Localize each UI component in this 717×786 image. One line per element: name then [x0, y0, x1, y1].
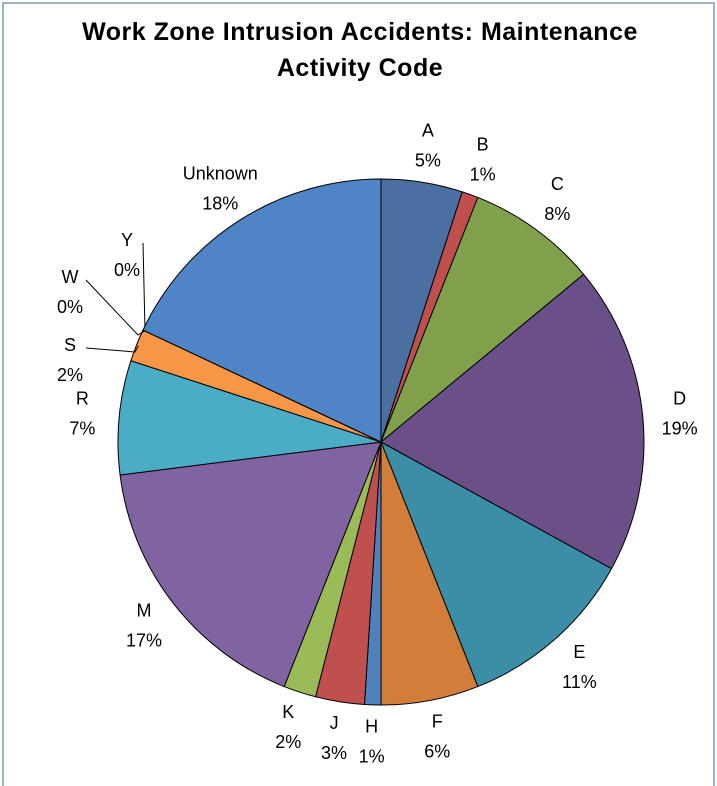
slice-value-label: 7% [69, 419, 95, 439]
pie-slice [142, 178, 382, 443]
slice-label: K [282, 702, 294, 722]
leader-line [85, 279, 146, 336]
slice-value-label: 18% [202, 193, 238, 213]
slice-label: W [62, 267, 79, 287]
slice-value-label: 19% [662, 419, 698, 439]
slice-value-label: 3% [321, 743, 347, 763]
slice-label: Unknown [183, 163, 258, 183]
slice-value-label: 2% [275, 732, 301, 752]
slice-label: R [76, 389, 89, 409]
slice-value-label: 6% [424, 741, 450, 761]
slice-label: C [551, 174, 564, 194]
slice-value-label: 2% [57, 365, 83, 385]
slice-value-label: 17% [126, 631, 162, 651]
pie-slice [380, 196, 585, 443]
slice-label: M [136, 601, 151, 621]
slice-value-label: 8% [544, 204, 570, 224]
slice-label: D [673, 389, 686, 409]
pie-slice [117, 360, 382, 476]
slice-label: H [365, 717, 378, 737]
slice-label: S [64, 335, 76, 355]
slice-value-label: 1% [359, 747, 385, 767]
pie-slice [380, 440, 613, 688]
slice-label: E [573, 642, 585, 662]
pie-slice [380, 273, 645, 570]
slice-label: A [422, 120, 434, 140]
slice-value-label: 5% [415, 150, 441, 170]
pie-slice [119, 441, 382, 688]
slice-value-label: 0% [57, 297, 83, 317]
slice-label: B [477, 134, 489, 154]
slice-label: Y [121, 230, 133, 250]
leader-line [142, 242, 146, 331]
slice-value-label: 1% [470, 164, 496, 184]
slice-label: F [432, 711, 443, 731]
leader-line [85, 345, 139, 353]
chart-title: Work Zone Intrusion Accidents: Maintenan… [82, 18, 638, 82]
slice-label: J [330, 713, 339, 733]
slice-value-label: 0% [114, 260, 140, 280]
slice-value-label: 11% [562, 672, 597, 692]
